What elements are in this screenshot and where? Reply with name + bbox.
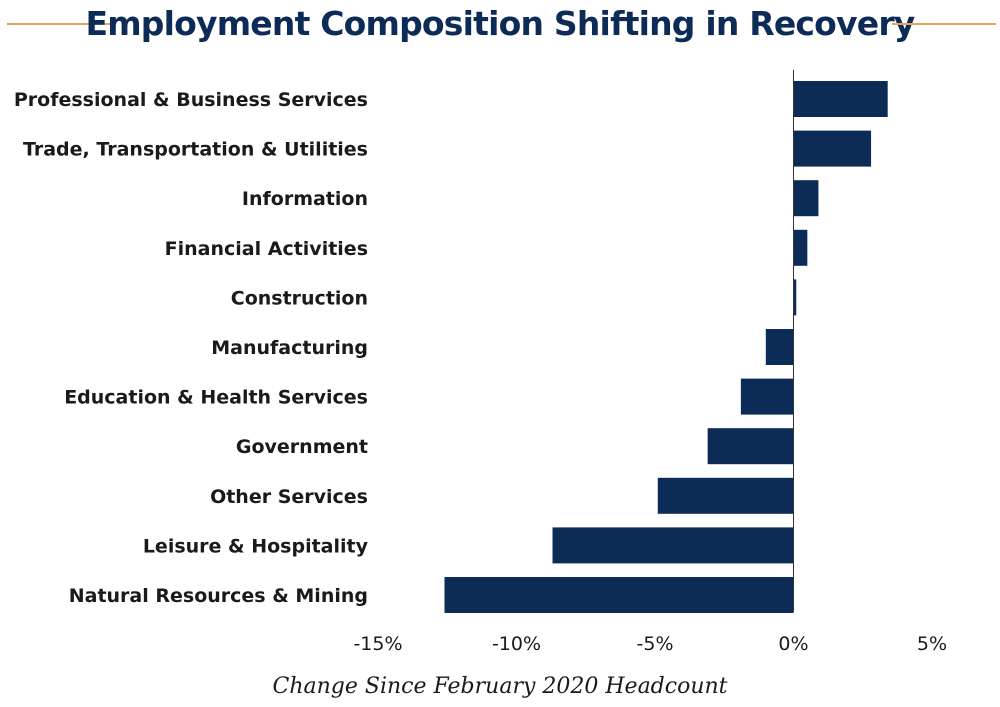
category-label-information: Information bbox=[242, 188, 368, 210]
x-tick-label: 5% bbox=[917, 633, 947, 655]
bars bbox=[444, 81, 888, 613]
category-label-professional-business-services: Professional & Business Services bbox=[14, 89, 368, 111]
chart-title: Employment Composition Shifting in Recov… bbox=[85, 4, 915, 43]
category-label-trade-transportation-utilities: Trade, Transportation & Utilities bbox=[23, 139, 368, 161]
title-accent-line-left bbox=[7, 23, 115, 25]
title-row: Employment Composition Shifting in Recov… bbox=[0, 0, 1000, 50]
bar-professional-business-services bbox=[793, 81, 888, 117]
bar-trade-transportation-utilities bbox=[793, 130, 872, 167]
x-tick-labels: -15% -10% -5% 0% 5% bbox=[353, 633, 947, 655]
x-tick-label: -15% bbox=[353, 633, 402, 655]
bar-natural-resources-mining bbox=[444, 577, 794, 613]
bar-financial-activities bbox=[793, 229, 808, 266]
category-label-government: Government bbox=[236, 436, 368, 458]
category-label-financial-activities: Financial Activities bbox=[165, 238, 368, 260]
category-label-leisure-hospitality: Leisure & Hospitality bbox=[143, 535, 369, 557]
category-label-construction: Construction bbox=[231, 287, 368, 309]
x-axis-label: Change Since February 2020 Headcount bbox=[272, 674, 728, 699]
bar-education-health-services bbox=[740, 378, 794, 415]
category-label-natural-resources-mining: Natural Resources & Mining bbox=[69, 585, 368, 607]
category-label-other-services: Other Services bbox=[210, 486, 368, 508]
bar-manufacturing bbox=[765, 329, 794, 365]
bar-construction bbox=[793, 279, 797, 316]
category-labels: Professional & Business Services Trade, T… bbox=[14, 89, 369, 607]
bar-leisure-hospitality bbox=[552, 527, 794, 564]
category-label-education-health-services: Education & Health Services bbox=[64, 387, 368, 409]
x-tick-label: -5% bbox=[637, 633, 674, 655]
title-accent-line-right bbox=[892, 23, 996, 25]
bar-other-services bbox=[657, 477, 794, 514]
bar-government bbox=[707, 428, 794, 465]
x-tick-label: 0% bbox=[778, 633, 808, 655]
x-tick-label: -10% bbox=[492, 633, 541, 655]
category-label-manufacturing: Manufacturing bbox=[211, 337, 368, 359]
bar-information bbox=[793, 180, 819, 217]
